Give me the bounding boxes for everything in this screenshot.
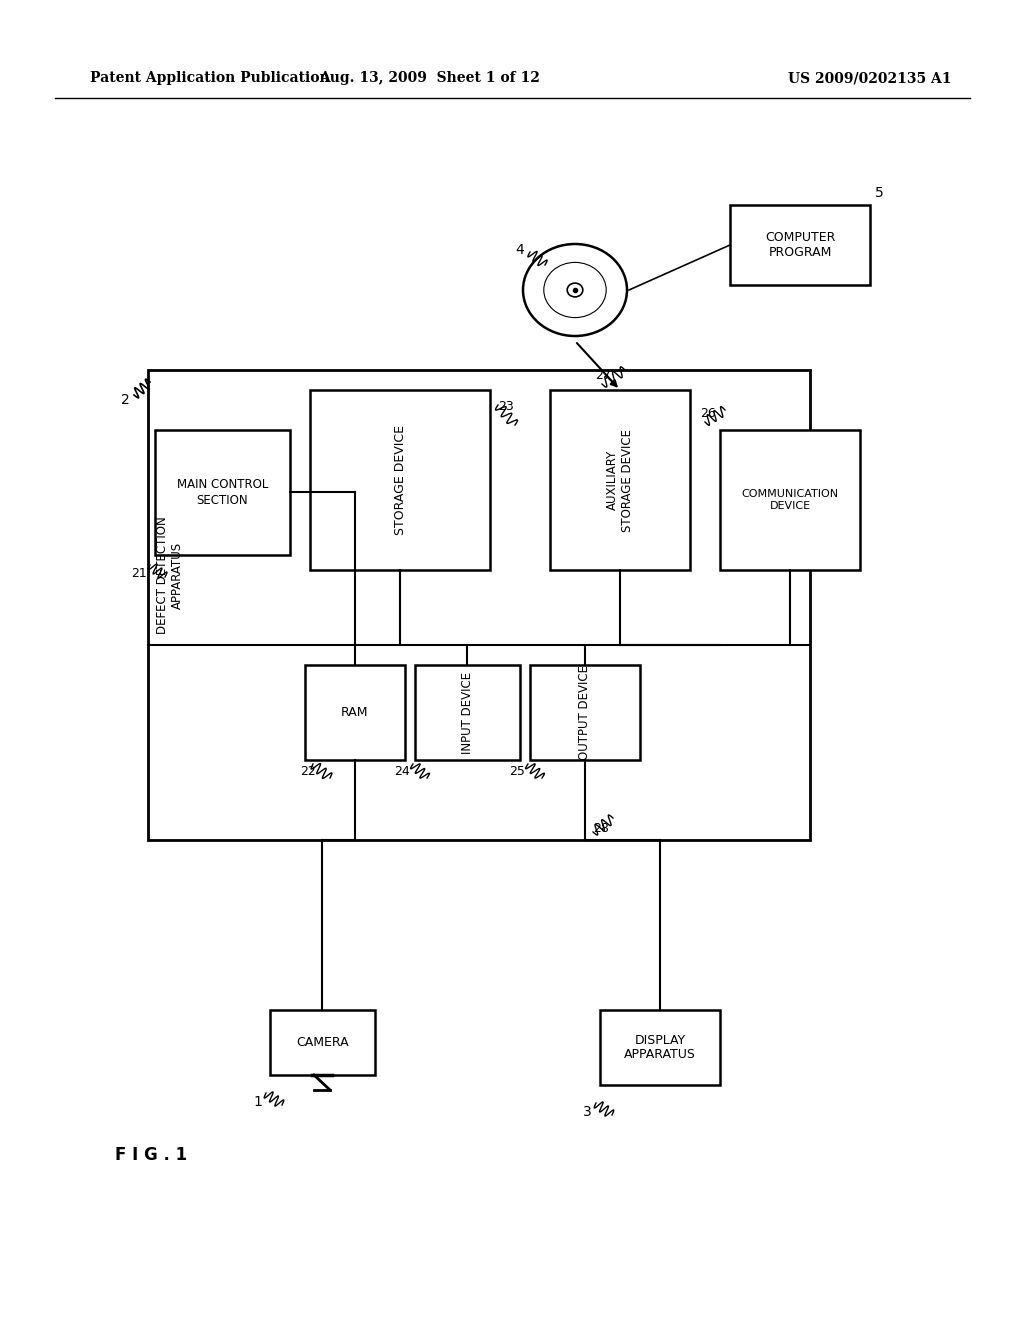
Text: US 2009/0202135 A1: US 2009/0202135 A1 [788, 71, 951, 84]
Text: Patent Application Publication: Patent Application Publication [90, 71, 330, 84]
Text: 21: 21 [131, 568, 147, 579]
Bar [310, 389, 490, 570]
Bar [530, 665, 640, 760]
Bar [415, 665, 520, 760]
Text: MAIN CONTROL
SECTION: MAIN CONTROL SECTION [177, 479, 268, 507]
Bar [270, 1010, 375, 1074]
Bar [720, 430, 860, 570]
Text: CAMERA: CAMERA [296, 1036, 349, 1049]
Text: 3: 3 [584, 1105, 592, 1119]
Text: 1: 1 [253, 1096, 262, 1109]
Text: 24: 24 [394, 766, 410, 777]
Text: 2: 2 [121, 393, 130, 407]
Text: DEFECT DETECTION
APPARATUS: DEFECT DETECTION APPARATUS [156, 516, 184, 634]
Bar [550, 389, 690, 570]
Text: AUXILIARY
STORAGE DEVICE: AUXILIARY STORAGE DEVICE [606, 429, 634, 532]
Text: COMPUTER
PROGRAM: COMPUTER PROGRAM [765, 231, 836, 259]
Text: 28: 28 [593, 822, 609, 836]
Text: 4: 4 [516, 243, 524, 257]
Text: 5: 5 [874, 186, 884, 201]
Text: STORAGE DEVICE: STORAGE DEVICE [393, 425, 407, 535]
Text: Aug. 13, 2009  Sheet 1 of 12: Aug. 13, 2009 Sheet 1 of 12 [319, 71, 541, 84]
Text: OUTPUT DEVICE: OUTPUT DEVICE [579, 665, 592, 760]
Bar [600, 1010, 720, 1085]
Text: DISPLAY
APPARATUS: DISPLAY APPARATUS [624, 1034, 696, 1061]
Text: RAM: RAM [341, 706, 369, 719]
Text: 25: 25 [509, 766, 525, 777]
Text: 22: 22 [300, 766, 315, 777]
Bar [305, 665, 406, 760]
Ellipse shape [567, 282, 583, 297]
Text: 26: 26 [700, 407, 716, 420]
Bar [155, 430, 290, 554]
Bar [730, 205, 870, 285]
Text: F I G . 1: F I G . 1 [115, 1146, 187, 1164]
Text: COMMUNICATION
DEVICE: COMMUNICATION DEVICE [741, 490, 839, 511]
Text: INPUT DEVICE: INPUT DEVICE [461, 672, 474, 754]
Bar [148, 370, 810, 840]
Text: 23: 23 [498, 400, 514, 413]
Text: 27: 27 [595, 370, 611, 381]
